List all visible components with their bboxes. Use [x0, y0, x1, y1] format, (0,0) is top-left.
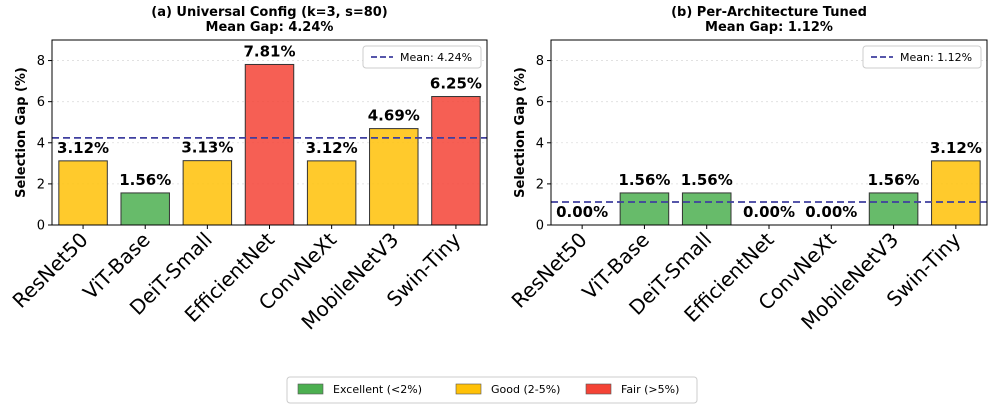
y-axis-label: Selection Gap (%) — [513, 67, 528, 198]
value-label: 0.00% — [805, 203, 857, 221]
bar-swin-tiny — [931, 160, 981, 226]
value-label: 3.12% — [57, 139, 109, 157]
bar-vit-base — [120, 192, 170, 226]
legend-label-good: Good (2-5%) — [491, 383, 560, 396]
ytick-label: 8 — [37, 54, 45, 69]
ytick-label: 2 — [536, 177, 544, 192]
legend-label-excellent: Excellent (<2%) — [333, 383, 422, 396]
ytick-label: 2 — [37, 177, 45, 192]
bar-deit-small — [182, 160, 233, 226]
bar-resnet50 — [58, 160, 108, 226]
ytick-label: 0 — [536, 219, 544, 234]
bar-mobilenetv3 — [868, 192, 919, 226]
ytick-label: 6 — [37, 95, 45, 110]
ytick-label: 4 — [536, 136, 544, 151]
ytick-label: 8 — [536, 54, 544, 69]
mean-legend-label: Mean: 1.12% — [900, 51, 972, 64]
legend-label-fair: Fair (>5%) — [621, 383, 679, 396]
value-label: 3.12% — [306, 139, 358, 157]
chart-subtitle: Mean Gap: 4.24% — [206, 20, 334, 35]
bar-deit-small — [681, 192, 732, 226]
bar-vit-base — [619, 192, 670, 226]
chart-title: (b) Per-Architecture Tuned — [671, 5, 867, 20]
legend-swatch-fair — [585, 383, 612, 395]
mean-legend-box — [362, 45, 482, 69]
bar-efficientnet — [244, 63, 295, 226]
ytick-label: 0 — [37, 219, 45, 234]
value-label: 1.56% — [618, 171, 670, 189]
value-label: 1.56% — [868, 171, 920, 189]
value-label: 3.13% — [181, 139, 233, 157]
bar-mobilenetv3 — [369, 128, 419, 226]
value-label: 4.69% — [368, 107, 420, 125]
legend: Excellent (<2%) Good (2-5%) Fair (>5%) — [286, 376, 698, 404]
chart-universal-config: (a) Universal Config (k=3, s=80)Mean Gap… — [8, 5, 488, 334]
ytick-label: 6 — [536, 95, 544, 110]
y-axis-label: Selection Gap (%) — [14, 67, 29, 198]
xtick-label: ResNet50 — [507, 228, 592, 313]
legend-swatch-good — [455, 383, 482, 395]
value-label: 7.81% — [243, 42, 295, 60]
value-label: 6.25% — [430, 75, 482, 93]
xtick-label: ResNet50 — [8, 228, 93, 313]
value-label: 3.12% — [930, 139, 982, 157]
ytick-label: 4 — [37, 136, 45, 151]
value-label: 1.56% — [681, 171, 733, 189]
mean-legend-label: Mean: 4.24% — [400, 51, 472, 64]
legend-swatch-excellent — [297, 383, 324, 395]
bar-convnext — [306, 160, 357, 226]
value-label: 0.00% — [743, 203, 795, 221]
legend-frame — [286, 376, 698, 404]
bar-swin-tiny — [431, 96, 481, 226]
chart-subtitle: Mean Gap: 1.12% — [705, 20, 833, 35]
mean-legend-box — [862, 45, 982, 69]
value-label: 0.00% — [556, 203, 608, 221]
value-label: 1.56% — [119, 171, 171, 189]
chart-title: (a) Universal Config (k=3, s=80) — [151, 5, 388, 20]
